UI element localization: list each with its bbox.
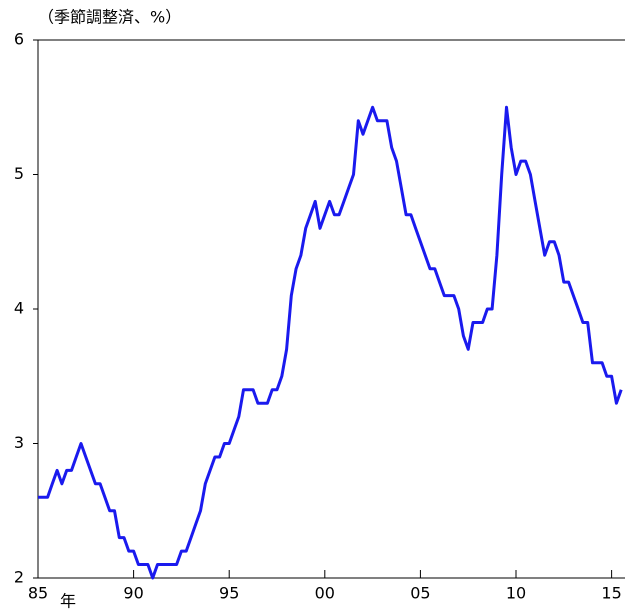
y-axis-label: （季節調整済、%） [38,8,181,27]
x-tick-label: 15 [601,584,621,603]
y-tick-label: 2 [14,568,24,587]
y-tick-label: 5 [14,164,24,183]
y-tick-label: 4 [14,299,24,318]
y-tick-label: 6 [14,30,24,49]
x-tick-label: 00 [315,584,335,603]
x-axis-label: 年 [60,592,76,610]
x-tick-label: 05 [410,584,430,603]
x-tick-label: 95 [219,584,239,603]
x-tick-label: 10 [506,584,526,603]
x-tick-label: 85 [28,584,48,603]
x-tick-label: 90 [123,584,143,603]
data-line [38,105,623,580]
y-tick-label: 3 [14,433,24,452]
